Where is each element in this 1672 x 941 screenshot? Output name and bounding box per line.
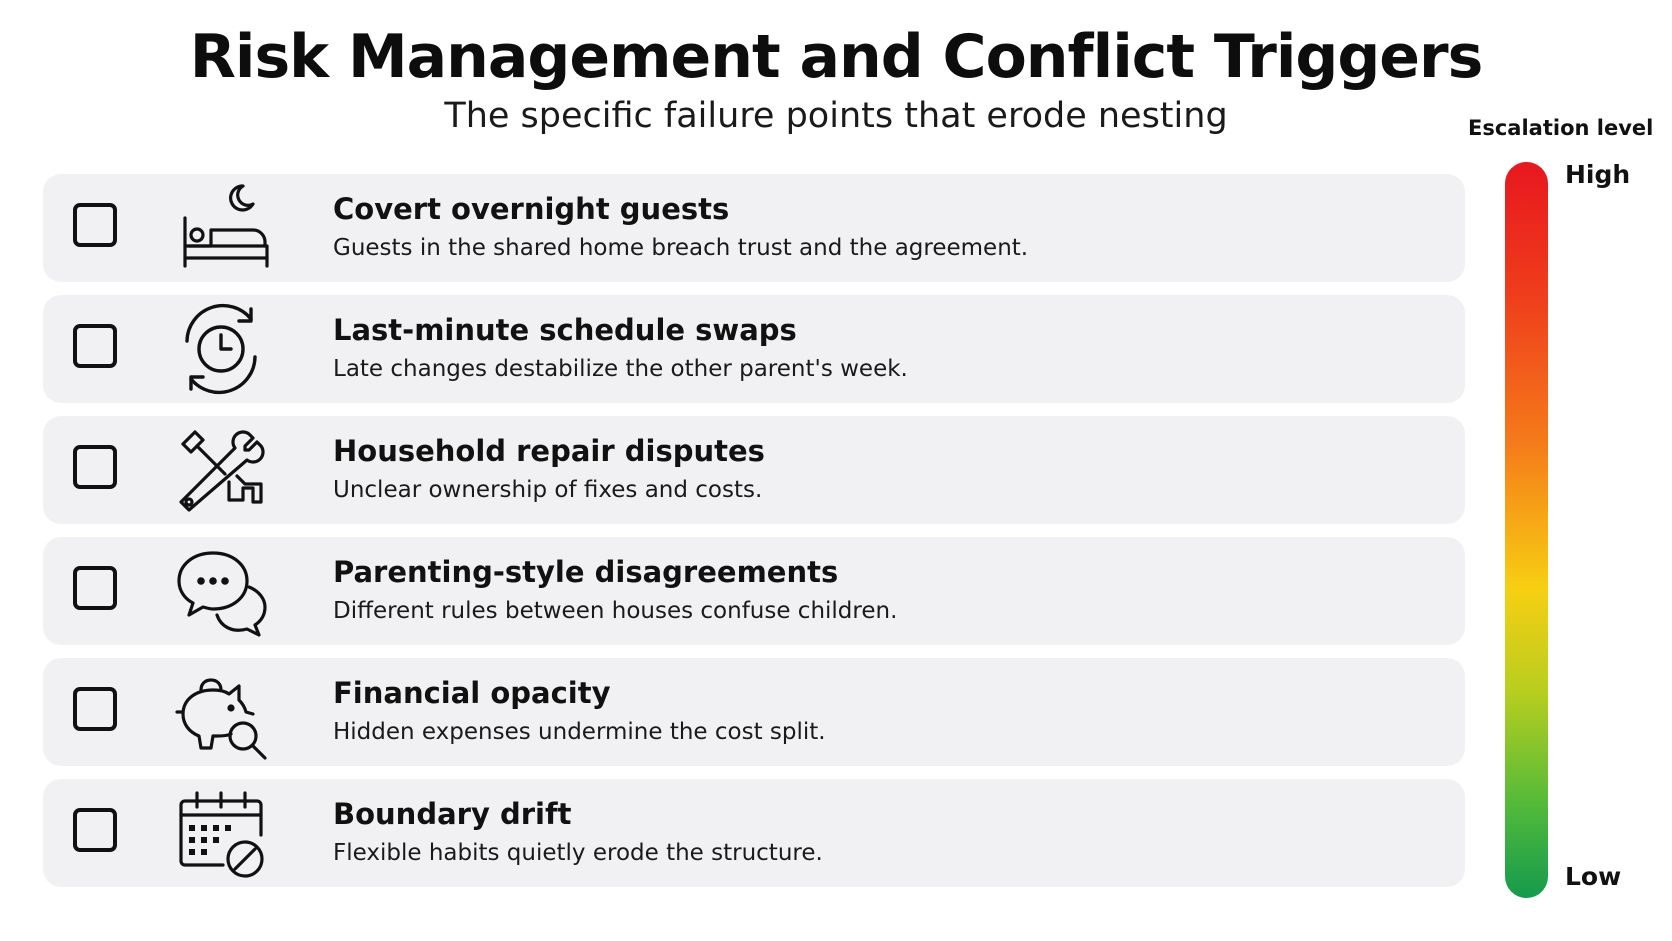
trigger-title: Covert overnight guests bbox=[333, 192, 730, 226]
trigger-checkbox[interactable] bbox=[73, 687, 117, 731]
trigger-row-schedule-swaps: Last-minute schedule swaps Late changes … bbox=[43, 295, 1465, 403]
trigger-row-parenting-style: Parenting-style disagreements Different … bbox=[43, 537, 1465, 645]
page-subtitle: The specific failure points that erode n… bbox=[444, 96, 1228, 136]
trigger-title: Parenting-style disagreements bbox=[333, 555, 839, 589]
chat-bubbles-icon bbox=[173, 543, 269, 639]
trigger-row-overnight-guests: Covert overnight guests Guests in the sh… bbox=[43, 174, 1465, 282]
trigger-title: Last-minute schedule swaps bbox=[333, 313, 797, 347]
calendar-blocked-icon bbox=[173, 785, 269, 881]
trigger-description: Different rules between houses confuse c… bbox=[333, 598, 898, 624]
page-title: Risk Management and Conflict Triggers bbox=[189, 22, 1484, 92]
trigger-checkbox[interactable] bbox=[73, 203, 117, 247]
escalation-gradient-bar bbox=[1505, 162, 1548, 898]
trigger-description: Late changes destabilize the other paren… bbox=[333, 356, 908, 382]
trigger-row-financial-opacity: Financial opacity Hidden expenses underm… bbox=[43, 658, 1465, 766]
trigger-title: Household repair disputes bbox=[333, 434, 765, 468]
trigger-description: Hidden expenses undermine the cost split… bbox=[333, 719, 826, 745]
trigger-checkbox[interactable] bbox=[73, 808, 117, 852]
clock-swap-icon bbox=[173, 301, 269, 397]
trigger-title: Boundary drift bbox=[333, 797, 572, 831]
trigger-checkbox[interactable] bbox=[73, 324, 117, 368]
trigger-row-boundary-drift: Boundary drift Flexible habits quietly e… bbox=[43, 779, 1465, 887]
trigger-description: Unclear ownership of fixes and costs. bbox=[333, 477, 763, 503]
trigger-title: Financial opacity bbox=[333, 676, 611, 710]
escalation-high-label: High bbox=[1565, 160, 1631, 189]
trigger-list: Covert overnight guests Guests in the sh… bbox=[43, 174, 1465, 900]
trigger-checkbox[interactable] bbox=[73, 566, 117, 610]
escalation-low-label: Low bbox=[1565, 862, 1622, 891]
trigger-description: Flexible habits quietly erode the struct… bbox=[333, 840, 823, 866]
piggy-bank-search-icon bbox=[173, 664, 269, 760]
trigger-checkbox[interactable] bbox=[73, 445, 117, 489]
trigger-description: Guests in the shared home breach trust a… bbox=[333, 235, 1029, 261]
escalation-scale-title: Escalation level bbox=[1468, 116, 1654, 140]
bed-moon-icon bbox=[173, 180, 269, 276]
trigger-row-repair-disputes: Household repair disputes Unclear owners… bbox=[43, 416, 1465, 524]
wrench-tools-icon bbox=[173, 422, 269, 518]
